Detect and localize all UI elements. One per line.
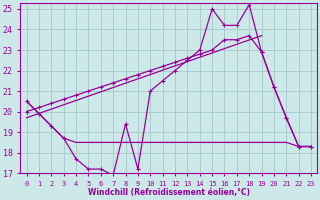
- X-axis label: Windchill (Refroidissement éolien,°C): Windchill (Refroidissement éolien,°C): [88, 188, 250, 197]
